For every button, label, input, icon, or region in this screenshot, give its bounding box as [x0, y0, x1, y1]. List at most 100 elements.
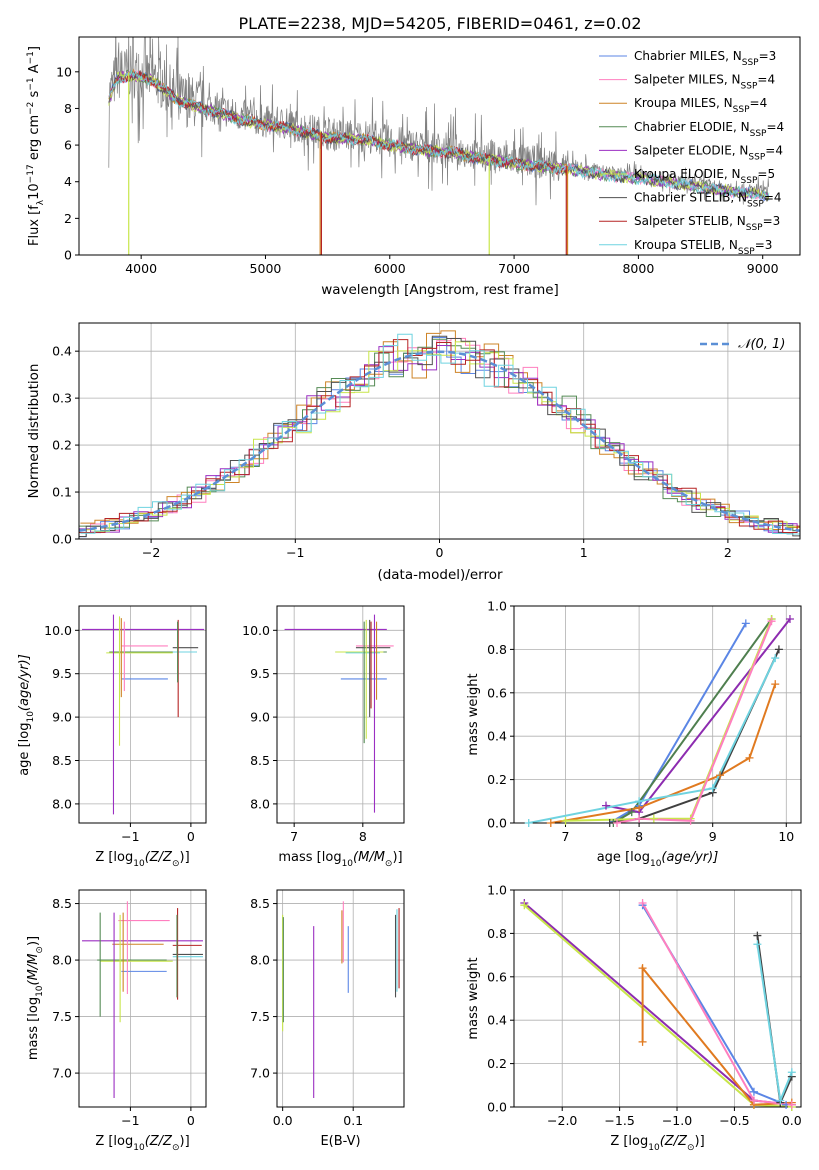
mass-weight-marker: [686, 816, 695, 825]
mass-weight-marker: [753, 931, 762, 940]
label-part: Kroupa ELODIE, N: [634, 167, 741, 181]
y-tick-label: 10: [56, 64, 72, 79]
label-part: ⊙: [172, 1143, 180, 1153]
histogram-step-2: [80, 330, 800, 530]
x-axis-label: E(B-V): [320, 1134, 360, 1149]
label-part: 10: [648, 1143, 660, 1153]
mass-weight-marker: [776, 1096, 785, 1105]
axes-frame: [276, 605, 405, 824]
mass-weight-line-5: [528, 657, 777, 823]
label-part: A: [27, 64, 42, 77]
y-tick-label: 0: [64, 248, 72, 263]
panel-age_vs_mass: 7 8 8.0 8.5 9.0 9.5 10.0 mass [log10(M/M⊙)]: [242, 605, 405, 869]
mass-weight-marker: [638, 964, 647, 973]
y-tick-label: 8.0: [250, 953, 270, 968]
axes-frame: [276, 889, 405, 1108]
x-tick-label: −2: [142, 545, 160, 560]
x-axis-label: mass [log10(M/M⊙)]: [278, 850, 402, 869]
mass-weight-marker: [635, 797, 644, 806]
x-tick-label: −1: [121, 1113, 139, 1128]
model-spectrum-8: [108, 70, 770, 200]
y-tick-label: 0.0: [487, 816, 507, 831]
panels: 4000 5000 6000 7000 8000 90000246810Chabrier …: [17, 36, 802, 1153]
histogram-step-6: [79, 335, 800, 537]
x-tick-label: 8000: [622, 261, 654, 276]
axes-frame: [78, 889, 207, 1108]
label-part: SSP: [738, 247, 755, 257]
mass-weight-marker: [613, 819, 622, 827]
x-tick-label: 2: [724, 545, 732, 560]
plot-area: [82, 614, 205, 815]
y-tick-label: 7.0: [250, 1066, 270, 1081]
panel-spectrum: 4000 5000 6000 7000 8000 9000 0 2 4 6 8 10 Chabrier …: [26, 36, 801, 298]
label-part: 10: [133, 859, 145, 869]
mass-weight-marker: [787, 1068, 796, 1077]
legend-entry: Kroupa ELODIE, NSSP=5: [634, 167, 775, 186]
plot-area: [108, 37, 770, 255]
histogram-step-8: [80, 333, 800, 535]
mass-weight-line-0: [641, 904, 787, 1106]
mass-weight-line-2: [523, 904, 792, 1107]
mass-weight-marker: [771, 654, 780, 663]
label-part: 10: [133, 1143, 145, 1153]
x-tick-label: −1: [286, 545, 304, 560]
label-part: −1: [26, 51, 36, 64]
x-tick-label: 7: [290, 829, 298, 844]
y-axis-label: mass weight: [466, 673, 481, 755]
label-part: Flux [f: [27, 205, 42, 246]
mass-weight-line-3: [550, 683, 777, 823]
label-part: Salpeter STELIB, N: [634, 214, 746, 228]
label-part: SSP: [748, 152, 765, 162]
mass-weight-marker: [774, 645, 783, 654]
x-tick-label: −2.0: [547, 1113, 577, 1128]
legend-entry: 𝒩(0, 1): [738, 337, 785, 352]
x-axis-label: wavelength [Angstrom, rest frame]: [321, 282, 559, 298]
legend-entry: Chabrier ELODIE, NSSP=4: [634, 120, 784, 139]
y-tick-label: 9.5: [250, 666, 270, 681]
y-tick-label: 0.8: [487, 926, 507, 941]
label-part: erg cm: [27, 115, 42, 164]
mass-weight-marker: [745, 753, 754, 762]
legend: Chabrier MILES, N SSP =3 Salpeter MILES, N S…: [599, 49, 784, 257]
mass-weight-line-3: [641, 965, 792, 1106]
x-tick-label: 5000: [250, 261, 282, 276]
legend-entry: Salpeter ELODIE, NSSP=4: [634, 143, 783, 162]
label-part: Salpeter MILES, N: [634, 73, 741, 87]
mass-weight-marker: [708, 784, 717, 793]
x-tick-label: 9: [709, 829, 717, 844]
y-tick-label: 9.0: [250, 710, 270, 725]
x-tick-label: 6000: [374, 261, 406, 276]
x-axis-label: age [log10(age/yr)]: [597, 850, 719, 869]
y-tick-label: 10.0: [242, 623, 270, 638]
y-tick-label: 7.5: [250, 1009, 270, 1024]
label-part: Kroupa STELIB, N: [634, 238, 738, 252]
y-axis-label: Normed distribution: [26, 364, 42, 499]
label-part: =3: [759, 49, 777, 63]
label-part: SSP: [741, 176, 758, 186]
x-tick-label: 7000: [498, 261, 530, 276]
x-axis-label: Z [log10(Z/Z⊙)]: [95, 850, 189, 869]
label-part: )]: [26, 936, 41, 946]
y-tick-label: 9.5: [52, 666, 72, 681]
y-tick-label: 4: [64, 174, 72, 189]
histogram-step-5: [80, 341, 800, 533]
panel-mass_vs_z: −1 07.07.58.08.5Z [log10(Z/Z⊙)]mass [log1…: [26, 889, 207, 1153]
label-part: Z [log: [610, 1134, 648, 1149]
legend-entry: Kroupa STELIB, NSSP=3: [634, 238, 772, 257]
y-tick-label: 0.8: [487, 642, 507, 657]
label-part: ⊙: [172, 859, 180, 869]
mass-weight-marker: [520, 901, 529, 910]
label-part: ⊙: [385, 859, 393, 869]
y-tick-label: 0.2: [52, 438, 72, 453]
y-tick-label: 8.0: [52, 953, 72, 968]
mass-weight-marker: [716, 771, 725, 780]
mass-weight-marker: [605, 819, 614, 827]
label-part: (Z/Z: [145, 1134, 173, 1149]
mass-weight-marker: [741, 619, 750, 628]
label-part: Chabrier STELIB, N: [634, 191, 747, 205]
label-part: )]: [695, 1134, 705, 1149]
label-part: age [log: [597, 850, 650, 865]
label-part: Chabrier MILES, N: [634, 49, 742, 63]
